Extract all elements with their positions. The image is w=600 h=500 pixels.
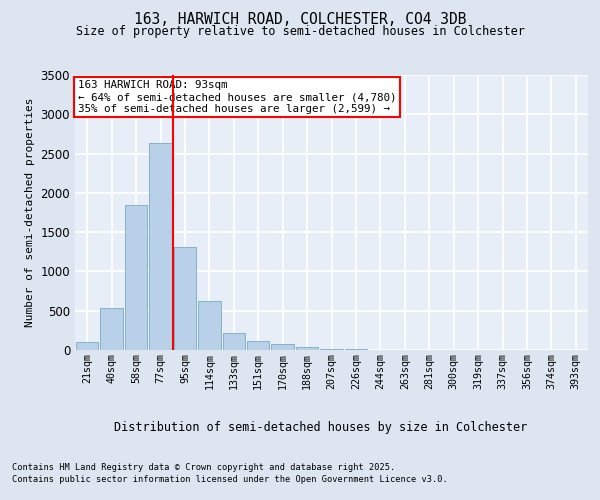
Bar: [223, 332, 245, 350]
Bar: [271, 344, 294, 350]
Bar: [125, 204, 148, 350]
Bar: [149, 142, 172, 350]
Bar: [320, 349, 343, 350]
Bar: [198, 300, 221, 350]
Bar: [247, 340, 269, 350]
Text: Contains HM Land Registry data © Crown copyright and database right 2025.: Contains HM Land Registry data © Crown c…: [12, 462, 395, 471]
Bar: [76, 342, 98, 350]
Bar: [173, 247, 196, 350]
Bar: [100, 308, 123, 350]
Text: Contains public sector information licensed under the Open Government Licence v3: Contains public sector information licen…: [12, 475, 448, 484]
Bar: [296, 347, 319, 350]
Text: Distribution of semi-detached houses by size in Colchester: Distribution of semi-detached houses by …: [115, 421, 527, 434]
Text: 163, HARWICH ROAD, COLCHESTER, CO4 3DB: 163, HARWICH ROAD, COLCHESTER, CO4 3DB: [134, 12, 466, 28]
Text: Size of property relative to semi-detached houses in Colchester: Size of property relative to semi-detach…: [76, 25, 524, 38]
Text: 163 HARWICH ROAD: 93sqm
← 64% of semi-detached houses are smaller (4,780)
35% of: 163 HARWICH ROAD: 93sqm ← 64% of semi-de…: [77, 80, 396, 114]
Y-axis label: Number of semi-detached properties: Number of semi-detached properties: [25, 98, 35, 327]
